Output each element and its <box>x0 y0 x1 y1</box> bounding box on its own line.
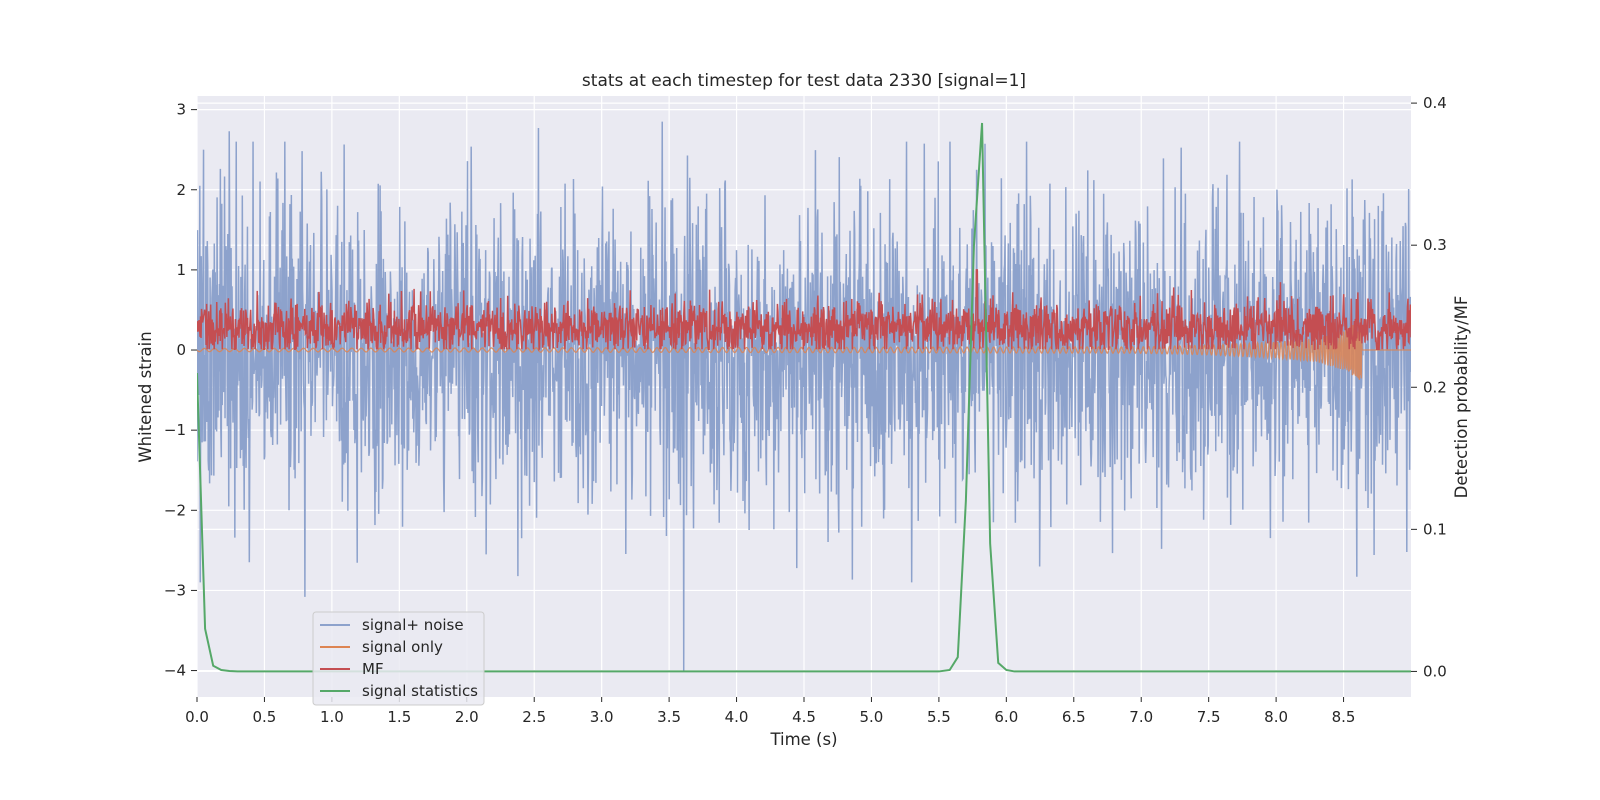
series-signal-statistics <box>197 122 1411 673</box>
x-tick-label: 2.0 <box>455 708 479 726</box>
y-tick-label: −1 <box>164 421 186 439</box>
y2-axis-label: Detection probability/MF <box>1452 296 1471 499</box>
y-axis-label: Whitened strain <box>136 331 155 462</box>
x-tick-label: 5.0 <box>860 708 884 726</box>
y-tick-label: −3 <box>164 581 186 599</box>
x-tick-label: 0.0 <box>185 708 209 726</box>
x-axis-label: Time (s) <box>769 730 837 749</box>
x-tick-label: 1.5 <box>387 708 411 726</box>
series-signal-only <box>197 318 1411 380</box>
x-tick-label: 5.5 <box>927 708 951 726</box>
y2-tick-label: 0.2 <box>1423 378 1447 396</box>
x-tick-label: 6.5 <box>1062 708 1086 726</box>
series-layer <box>197 121 1411 673</box>
legend: signal+ noise signal only MF signal stat… <box>312 611 485 706</box>
x-tick-label: 8.0 <box>1264 708 1288 726</box>
y2-tick-label: 0.1 <box>1423 520 1447 538</box>
x-tick-label: 4.0 <box>725 708 749 726</box>
x-tick-label: 2.5 <box>522 708 546 726</box>
y-tick-label: 2 <box>176 181 186 199</box>
y-tick-label: −4 <box>164 662 186 680</box>
y-tick-label: 1 <box>176 261 186 279</box>
x-tick-label: 6.0 <box>994 708 1018 726</box>
chart-title: stats at each timestep for test data 233… <box>582 71 1026 91</box>
y2-tick-label: 0.0 <box>1423 662 1447 680</box>
y-tick-label: −2 <box>164 501 186 519</box>
legend-label-signal-noise: signal+ noise <box>362 616 464 634</box>
x-tick-label: 4.5 <box>792 708 816 726</box>
legend-label-signal-only: signal only <box>362 638 443 656</box>
y-tick-label: 3 <box>176 101 186 119</box>
legend-label-mf: MF <box>362 660 384 678</box>
x-tick-label: 3.5 <box>657 708 681 726</box>
x-tick-label: 3.0 <box>590 708 614 726</box>
x-tick-label: 7.5 <box>1197 708 1221 726</box>
x-tick-label: 0.5 <box>253 708 277 726</box>
x-tick-label: 7.0 <box>1129 708 1153 726</box>
y-tick-label: 0 <box>176 341 186 359</box>
x-tick-label: 1.0 <box>320 708 344 726</box>
axes: 0.0 0.5 1.0 1.5 2.0 2.5 3.0 3.5 4.0 4.5 5.0 5.5 6.0 6… <box>164 94 1447 726</box>
y2-tick-label: 0.4 <box>1423 94 1447 112</box>
legend-label-signal-statistics: signal statistics <box>362 682 478 700</box>
series-mf <box>197 269 1411 352</box>
legend-box <box>312 611 485 706</box>
y2-tick-label: 0.3 <box>1423 236 1447 254</box>
series-signal-noise <box>197 121 1411 671</box>
x-tick-label: 8.5 <box>1332 708 1356 726</box>
